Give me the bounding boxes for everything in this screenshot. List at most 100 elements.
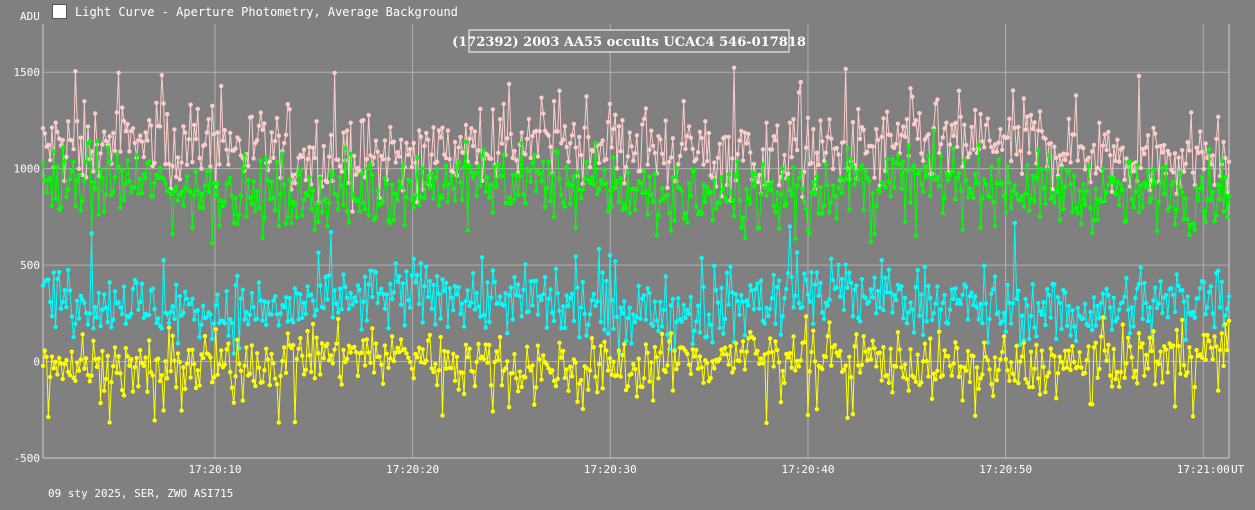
data-point xyxy=(159,373,164,378)
data-point xyxy=(84,159,89,165)
data-point xyxy=(170,231,175,237)
data-point xyxy=(825,334,830,339)
data-point xyxy=(251,378,256,384)
data-point xyxy=(1075,158,1081,163)
data-point xyxy=(1153,131,1158,136)
data-point xyxy=(670,296,676,302)
data-point xyxy=(578,195,584,201)
data-point xyxy=(863,168,868,174)
data-point xyxy=(418,194,424,200)
data-point xyxy=(825,303,830,308)
data-point xyxy=(771,364,776,369)
data-point xyxy=(686,362,692,367)
data-point xyxy=(1108,174,1113,179)
data-point xyxy=(487,319,492,325)
data-point xyxy=(904,168,910,173)
data-point xyxy=(1106,342,1111,347)
data-point xyxy=(264,322,269,328)
data-point xyxy=(346,306,352,312)
data-point xyxy=(366,282,371,287)
chart-title-box: (172392) 2003 AA55 occults UCAC4 546-017… xyxy=(452,29,806,53)
data-point xyxy=(609,145,614,150)
data-point xyxy=(820,139,825,144)
data-point xyxy=(1025,380,1030,385)
data-point xyxy=(533,128,539,134)
data-point xyxy=(400,163,406,168)
data-point xyxy=(641,376,647,381)
data-point xyxy=(1045,167,1050,172)
data-point xyxy=(64,305,69,310)
data-point xyxy=(1226,318,1232,323)
data-point xyxy=(526,364,532,370)
data-point xyxy=(1106,129,1111,135)
data-point xyxy=(64,154,69,159)
data-point xyxy=(681,99,686,104)
data-point xyxy=(629,371,634,377)
data-point xyxy=(830,183,836,189)
data-point xyxy=(307,174,312,179)
data-point xyxy=(910,167,915,172)
data-point xyxy=(447,286,452,291)
data-point xyxy=(1196,150,1201,156)
data-point xyxy=(226,341,231,346)
data-point xyxy=(559,325,564,331)
data-point xyxy=(544,186,550,191)
data-point xyxy=(62,159,67,164)
data-point xyxy=(618,149,623,154)
data-point xyxy=(44,190,49,195)
data-point xyxy=(337,164,343,169)
data-point xyxy=(737,312,742,317)
data-point xyxy=(1102,132,1108,137)
data-point xyxy=(161,258,166,263)
data-point xyxy=(857,370,863,375)
series-0 xyxy=(40,65,1232,214)
data-point xyxy=(118,371,123,376)
data-point xyxy=(929,396,935,401)
data-point xyxy=(596,362,602,367)
data-point xyxy=(1036,128,1041,133)
data-point xyxy=(571,173,577,179)
data-point xyxy=(764,193,769,199)
data-point xyxy=(1140,341,1145,346)
data-point xyxy=(143,176,148,181)
data-point xyxy=(352,295,357,300)
data-point xyxy=(337,286,343,291)
data-point xyxy=(398,302,404,307)
data-point xyxy=(388,124,393,130)
data-point xyxy=(751,184,757,189)
data-point xyxy=(568,141,573,146)
data-point xyxy=(327,273,332,278)
data-point xyxy=(80,297,85,302)
data-point xyxy=(213,193,218,198)
data-point xyxy=(998,357,1003,362)
data-point xyxy=(740,158,746,163)
data-point xyxy=(409,366,415,371)
data-point xyxy=(994,149,999,155)
data-point xyxy=(852,344,857,349)
data-point xyxy=(443,280,449,286)
data-point xyxy=(1010,371,1016,376)
data-point xyxy=(103,138,109,144)
data-point xyxy=(300,353,305,358)
data-point xyxy=(1034,342,1039,348)
data-point xyxy=(780,314,785,319)
data-point xyxy=(1037,214,1043,219)
data-point xyxy=(82,300,87,306)
data-point xyxy=(926,374,931,379)
data-point xyxy=(1061,151,1066,156)
data-point xyxy=(753,286,758,292)
data-point xyxy=(474,193,479,198)
data-point xyxy=(138,176,143,182)
data-point xyxy=(368,268,373,273)
data-point xyxy=(156,356,161,361)
data-point xyxy=(193,136,199,142)
data-point xyxy=(980,321,985,326)
data-point xyxy=(645,286,650,291)
data-point xyxy=(701,284,706,290)
data-point xyxy=(1043,136,1048,141)
data-point xyxy=(861,127,866,132)
data-point xyxy=(1142,373,1147,378)
data-point xyxy=(1012,125,1017,130)
data-point xyxy=(485,175,490,180)
data-point xyxy=(62,362,67,367)
